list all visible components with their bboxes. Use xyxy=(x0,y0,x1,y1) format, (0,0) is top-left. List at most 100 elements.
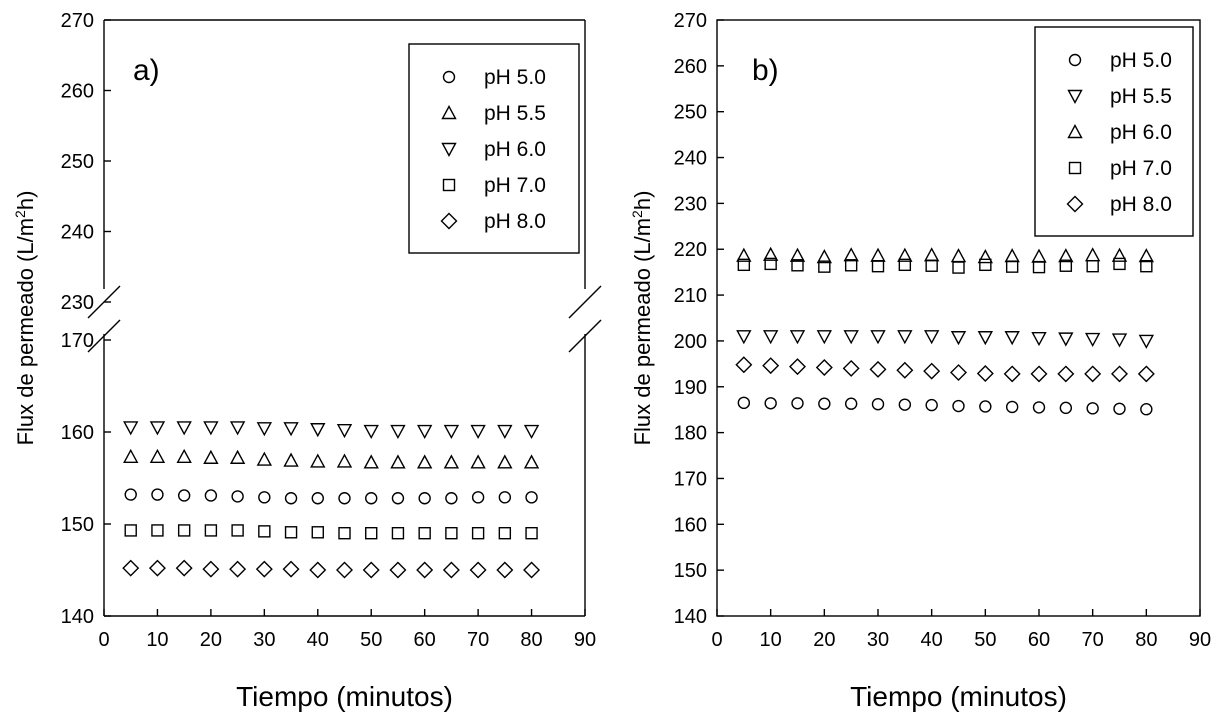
data-point-ph-7-0 xyxy=(498,527,512,540)
data-point-ph-5-0 xyxy=(1140,403,1153,416)
data-point-ph-5-5 xyxy=(736,330,752,345)
y-tick-label: 180 xyxy=(674,423,707,445)
data-point-ph-6-0 xyxy=(363,424,379,440)
data-point-ph-6-0 xyxy=(1031,248,1047,263)
data-point-ph-6-0 xyxy=(762,246,779,261)
data-point-ph-5-5 xyxy=(123,448,139,464)
data-point-ph-5-5 xyxy=(390,454,406,469)
data-point-ph-8-0 xyxy=(923,362,941,380)
data-point-ph-5-5 xyxy=(470,454,486,469)
data-point-ph-7-0 xyxy=(764,257,777,271)
y-tick-label: 270 xyxy=(674,10,707,32)
data-point-ph-8-0 xyxy=(950,364,967,382)
data-point-ph-7-0 xyxy=(471,527,485,540)
x-tick-label: 80 xyxy=(520,629,542,651)
series-ph-8-0 xyxy=(735,356,1155,383)
data-point-ph-7-0 xyxy=(418,527,431,540)
axis-break-mark xyxy=(568,319,602,353)
data-point-ph-5-0 xyxy=(284,492,298,505)
legend-label: pH 6.0 xyxy=(1110,121,1172,144)
data-point-ph-5-5 xyxy=(816,330,833,345)
data-point-ph-6-0 xyxy=(123,421,139,436)
series-ph-5-0 xyxy=(737,396,1153,416)
data-point-ph-6-0 xyxy=(736,247,752,262)
data-point-ph-6-0 xyxy=(816,249,833,264)
data-point-ph-6-0 xyxy=(390,424,406,440)
data-point-ph-7-0 xyxy=(1140,259,1153,273)
axis-break-mark xyxy=(87,319,121,353)
data-point-ph-6-0 xyxy=(176,421,192,436)
x-tick-label: 60 xyxy=(414,629,436,651)
x-tick-label: 90 xyxy=(574,629,596,651)
data-point-ph-7-0 xyxy=(124,524,137,537)
data-point-ph-5-5 xyxy=(497,454,513,469)
data-point-ph-7-0 xyxy=(177,524,191,537)
data-point-ph-5-0 xyxy=(1005,400,1019,414)
x-tick-label: 50 xyxy=(360,629,382,651)
data-point-ph-7-0 xyxy=(365,527,378,540)
legend-box xyxy=(408,43,580,254)
legend-marker-ph-8-0 xyxy=(1066,195,1084,213)
data-point-ph-5-5 xyxy=(363,454,379,469)
y-axis-title-end: h) xyxy=(630,191,655,211)
data-point-ph-8-0 xyxy=(362,561,380,579)
data-point-ph-5-5 xyxy=(897,330,913,345)
data-point-ph-5-0 xyxy=(124,488,137,501)
y-axis-title: Flux de permeado (L/m2h) xyxy=(629,191,655,446)
data-point-ph-5-0 xyxy=(737,396,751,410)
y-axis-title-end: h) xyxy=(13,191,38,211)
legend-label: pH 5.0 xyxy=(1110,49,1172,72)
data-point-ph-5-0 xyxy=(764,397,777,410)
x-tick-label: 20 xyxy=(813,629,835,651)
axis-break-mark xyxy=(568,285,602,319)
legend-marker-ph-5-5 xyxy=(441,105,457,120)
data-point-ph-8-0 xyxy=(336,561,353,579)
data-point-ph-7-0 xyxy=(925,259,938,272)
data-point-ph-6-0 xyxy=(870,247,886,262)
data-point-ph-5-5 xyxy=(977,331,994,346)
legend: pH 5.0 pH 5.5 pH 6.0 pH 7.0 pH 8.0 xyxy=(1034,26,1194,237)
x-tick-label: 30 xyxy=(867,629,889,651)
x-tick-label: 90 xyxy=(1189,629,1211,651)
data-point-ph-7-0 xyxy=(204,524,218,537)
legend-marker-ph-7-0 xyxy=(442,178,456,192)
data-point-ph-8-0 xyxy=(1084,365,1102,383)
data-point-ph-7-0 xyxy=(818,260,831,273)
y-tick-label: 170 xyxy=(674,468,707,490)
legend-marker-ph-6-0 xyxy=(441,142,457,157)
data-point-ph-5-5 xyxy=(310,453,326,468)
legend-box xyxy=(1034,26,1194,237)
data-point-ph-5-5 xyxy=(1138,334,1155,349)
data-point-ph-8-0 xyxy=(389,561,407,579)
data-point-ph-6-0 xyxy=(336,423,353,439)
y-tick-label: 190 xyxy=(674,377,707,399)
data-point-ph-7-0 xyxy=(338,527,351,540)
data-point-ph-6-0 xyxy=(1084,247,1101,262)
data-point-ph-5-0 xyxy=(844,397,858,410)
data-point-ph-5-5 xyxy=(762,330,779,345)
y-axis-title-main: Flux de permeado (L/m xyxy=(630,218,655,445)
data-point-ph-5-5 xyxy=(256,451,273,466)
data-point-ph-7-0 xyxy=(231,524,244,537)
legend-label: pH 7.0 xyxy=(484,174,546,197)
data-point-ph-7-0 xyxy=(1059,259,1073,272)
data-point-ph-6-0 xyxy=(843,247,859,262)
data-point-ph-8-0 xyxy=(1111,365,1128,383)
data-point-ph-8-0 xyxy=(148,559,166,577)
data-point-ph-5-0 xyxy=(391,492,405,505)
x-tick-label: 40 xyxy=(921,629,943,651)
data-point-ph-5-5 xyxy=(950,331,967,346)
data-point-ph-8-0 xyxy=(869,360,887,378)
data-point-ph-5-5 xyxy=(1031,331,1047,347)
data-point-ph-5-0 xyxy=(898,398,912,411)
plot-frame xyxy=(716,19,1201,617)
data-point-ph-7-0 xyxy=(871,259,885,273)
data-point-ph-5-5 xyxy=(176,448,192,464)
data-point-ph-5-0 xyxy=(952,399,965,413)
panel-label: b) xyxy=(752,54,779,87)
data-point-ph-7-0 xyxy=(151,524,164,537)
data-point-ph-5-5 xyxy=(1004,331,1020,346)
series-ph-7-0 xyxy=(124,524,538,540)
legend-marker-ph-5-0 xyxy=(1068,53,1082,67)
